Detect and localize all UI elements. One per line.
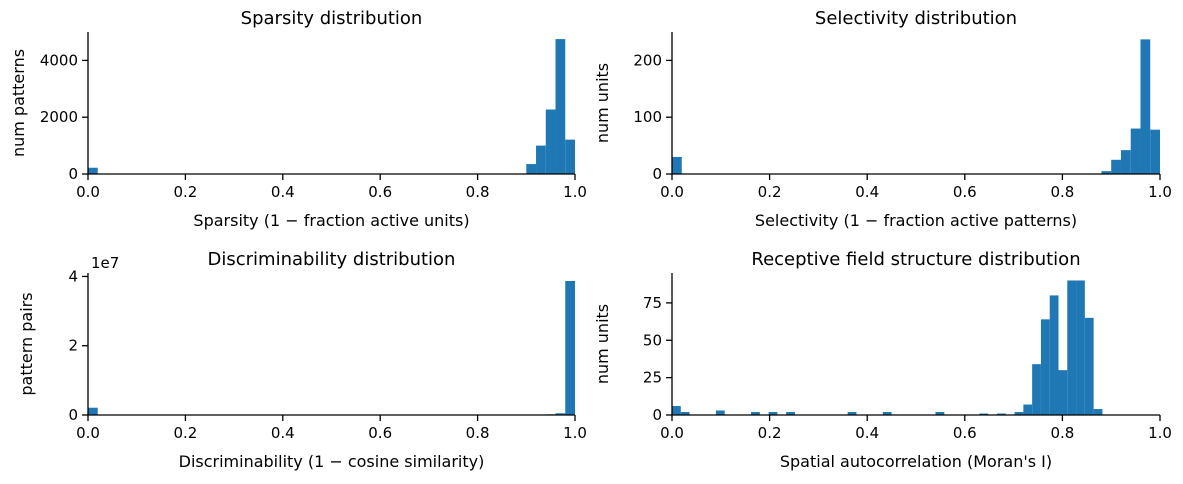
x-tick-label: 1.0 (1148, 424, 1172, 442)
x-axis-label: Selectivity (1 − fraction active pattern… (755, 211, 1077, 230)
x-tick-label: 1.0 (563, 424, 587, 442)
x-tick-label: 0.6 (368, 183, 392, 201)
y-tick-label: 100 (633, 108, 662, 126)
subplot-title: Receptive field structure distribution (751, 249, 1080, 270)
subplot-4: 0.0 0.2 0.4 0.6 0.8 1.0 0 25 50 75 Receptive field… (593, 249, 1172, 471)
histogram-bar (545, 109, 556, 174)
histogram-bar (1130, 128, 1141, 174)
histogram-bar (882, 412, 892, 415)
x-tick-label: 0.6 (953, 424, 977, 442)
histogram-bar (1111, 159, 1121, 174)
histogram-bar (555, 413, 566, 415)
y-tick-label: 50 (643, 331, 662, 349)
x-axis-label: Discriminability (1 − cosine similarity) (179, 452, 485, 471)
histogram-bar (1076, 280, 1085, 415)
histogram-bar (1101, 171, 1112, 174)
y-tick-label: 0 (652, 165, 662, 183)
x-axis-label: Sparsity (1 − fraction active units) (193, 211, 469, 230)
histogram-bar (847, 412, 857, 415)
x-tick-label: 0.8 (1050, 183, 1074, 201)
subplot-title: Selectivity distribution (815, 8, 1017, 29)
histogram-bar (768, 412, 778, 415)
histogram-bar (565, 280, 575, 415)
y-tick-label: 25 (643, 369, 662, 387)
x-tick-label: 0.6 (953, 183, 977, 201)
histogram-bar (555, 39, 566, 174)
x-tick-label: 1.0 (1148, 183, 1172, 201)
histogram-bar (88, 167, 98, 174)
histogram-bar (672, 406, 681, 415)
histogram-bar (88, 407, 98, 415)
subplot-2: 0.0 0.2 0.4 0.6 0.8 1.0 0 100 200 Selectivity dis… (593, 8, 1172, 230)
histogram-bar (1093, 409, 1103, 415)
histogram-bar (1049, 295, 1059, 415)
y-tick-label: 75 (643, 294, 662, 312)
y-tick-label: 4000 (40, 51, 78, 69)
subplot-3: 0.0 0.2 0.4 0.6 0.8 1.0 0 2 4 1e7 Discriminability… (17, 249, 587, 471)
x-tick-label: 0.4 (271, 424, 295, 442)
x-tick-label: 0.0 (76, 424, 100, 442)
y-axis-label: num units (593, 304, 612, 384)
y-axis-label: num patterns (9, 49, 28, 157)
histogram-bar (565, 139, 575, 174)
x-tick-label: 0.4 (271, 183, 295, 201)
histogram-bar (680, 412, 690, 415)
x-tick-label: 0.2 (173, 183, 197, 201)
x-tick-label: 0.0 (76, 183, 100, 201)
histogram-bar (1120, 150, 1131, 174)
histogram-bar (1084, 317, 1094, 415)
histogram-bar (997, 413, 1006, 415)
histogram-bar (526, 164, 537, 174)
x-axis-label: Spatial autocorrelation (Moran's I) (780, 452, 1052, 471)
y-tick-label: 0 (68, 165, 78, 183)
x-tick-label: 0.6 (368, 424, 392, 442)
y-tick-label: 0 (68, 406, 78, 424)
x-tick-label: 0.8 (466, 183, 490, 201)
histogram-bar (1067, 280, 1077, 415)
subplot-1: 0.0 0.2 0.4 0.6 0.8 1.0 0 2000 4000 Sparsity dist… (9, 8, 587, 230)
histogram-bar (1058, 370, 1068, 415)
histogram-bar (1032, 364, 1041, 415)
x-tick-label: 0.4 (855, 183, 879, 201)
histogram-bar (979, 413, 989, 415)
y-tick-label: 2 (68, 337, 78, 355)
histogram-bar (672, 156, 682, 174)
x-tick-label: 0.0 (660, 183, 684, 201)
histogram-bar (1140, 39, 1151, 174)
x-tick-label: 0.2 (758, 183, 782, 201)
x-tick-label: 1.0 (563, 183, 587, 201)
subplot-title: Discriminability distribution (208, 249, 456, 270)
y-tick-label: 0 (652, 406, 662, 424)
y-tick-label: 2000 (40, 108, 78, 126)
x-tick-label: 0.0 (660, 424, 684, 442)
y-axis-label: num units (593, 63, 612, 143)
x-tick-label: 0.4 (855, 424, 879, 442)
histogram-bar (1150, 129, 1160, 174)
histogram-bar (715, 410, 725, 415)
y-tick-label: 200 (633, 51, 662, 69)
x-tick-label: 0.8 (466, 424, 490, 442)
subplot-title: Sparsity distribution (241, 8, 423, 29)
histogram-bar (536, 145, 546, 174)
histogram-bar (935, 412, 945, 415)
y-axis-label: pattern pairs (17, 292, 36, 395)
histogram-bar (1023, 404, 1033, 415)
y-offset-text: 1e7 (91, 254, 119, 272)
histogram-bar (1040, 319, 1050, 415)
histogram-bar (1014, 412, 1024, 415)
x-tick-label: 0.2 (173, 424, 197, 442)
x-tick-label: 0.2 (758, 424, 782, 442)
x-tick-label: 0.8 (1050, 424, 1074, 442)
histogram-bar (751, 412, 760, 415)
histogram-bar (786, 412, 795, 415)
y-tick-label: 4 (68, 267, 78, 285)
